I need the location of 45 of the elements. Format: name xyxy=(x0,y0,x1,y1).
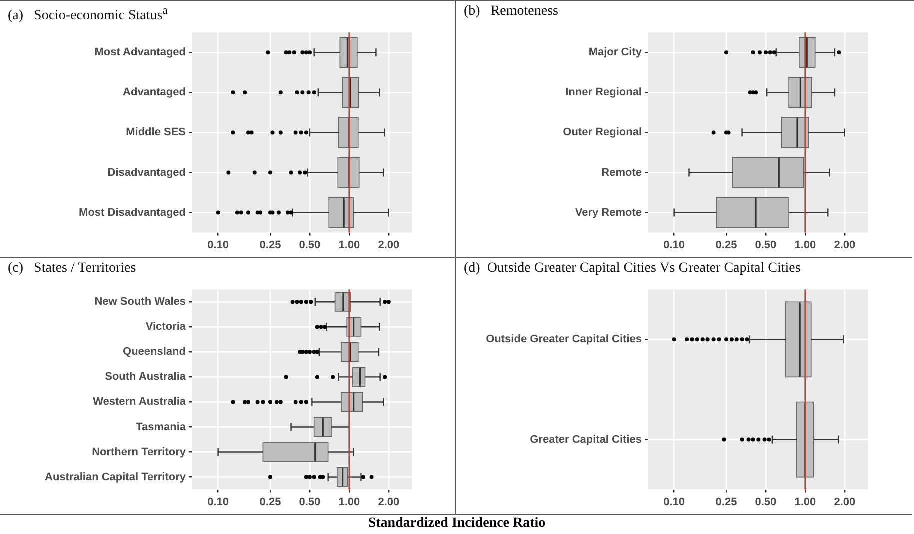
x-tick-label: 2.00 xyxy=(834,496,856,508)
x-tick-label: 2.00 xyxy=(378,496,400,508)
y-tick-label: Remote xyxy=(602,166,642,179)
y-tick-label: Disadvantaged xyxy=(108,166,186,179)
x-axis-title: Standardized Incidence Ratio xyxy=(367,516,547,532)
x-tick-label: 0.50 xyxy=(299,496,321,508)
x-tick-label: 0.10 xyxy=(664,239,686,252)
y-tick-label: Outer Regional xyxy=(563,126,642,139)
y-tick-label: Most Advantaged xyxy=(94,46,186,59)
y-tick-label: Advantaged xyxy=(123,86,186,99)
text: (c) States / Territories xyxy=(8,261,136,277)
x-tick-label: 0.25 xyxy=(716,239,738,252)
y-tick-label: Outside Greater Capital Cities xyxy=(486,334,642,346)
y-tick-label: South Australia xyxy=(105,371,187,384)
x-tick-label: 0.25 xyxy=(260,496,282,508)
x-tick-label: 0.25 xyxy=(716,496,738,508)
x-tick-label: 0.25 xyxy=(260,239,282,252)
x-tick-label: 1.00 xyxy=(338,496,360,508)
y-tick-label: Victoria xyxy=(146,321,187,334)
x-tick-label: 0.10 xyxy=(208,239,230,252)
x-tick-label: 2.00 xyxy=(378,239,400,252)
y-tick-label: Middle SES xyxy=(126,126,186,139)
x-tick-label: 1.00 xyxy=(794,496,816,508)
x-tick-label: 0.10 xyxy=(664,496,686,508)
y-tick-label: Queensland xyxy=(123,346,186,358)
x-tick-label: 0.10 xyxy=(208,496,230,508)
y-tick-label: Tasmania xyxy=(136,421,187,434)
y-tick-label: Australian Capital Territory xyxy=(45,471,187,484)
y-tick-label: Western Australia xyxy=(93,396,187,408)
x-tick-label: 0.50 xyxy=(755,239,777,252)
y-tick-label: Most Disadvantaged xyxy=(79,206,186,219)
x-tick-label: 0.50 xyxy=(299,239,321,252)
y-tick-label: Northern Territory xyxy=(92,446,187,458)
x-tick-label: 0.50 xyxy=(755,496,777,508)
chart-title: (a) Socio-economic Status$^{a}$ xyxy=(8,4,168,25)
y-tick-label: New South Wales xyxy=(94,296,186,308)
y-tick-label: Greater Capital Cities xyxy=(530,434,642,446)
y-tick-label: Very Remote xyxy=(575,206,642,219)
y-tick-label: Inner Regional xyxy=(566,86,642,99)
y-tick-label: Major City xyxy=(588,46,643,59)
x-tick-label: 1.00 xyxy=(794,239,816,252)
chart-title: (d) Outside Greater Capital Cities Vs Greater Capital Cities xyxy=(464,261,801,277)
x-tick-label: 1.00 xyxy=(338,239,360,252)
x-tick-label: 2.00 xyxy=(834,239,856,252)
text: (b) Remoteness xyxy=(464,4,558,20)
